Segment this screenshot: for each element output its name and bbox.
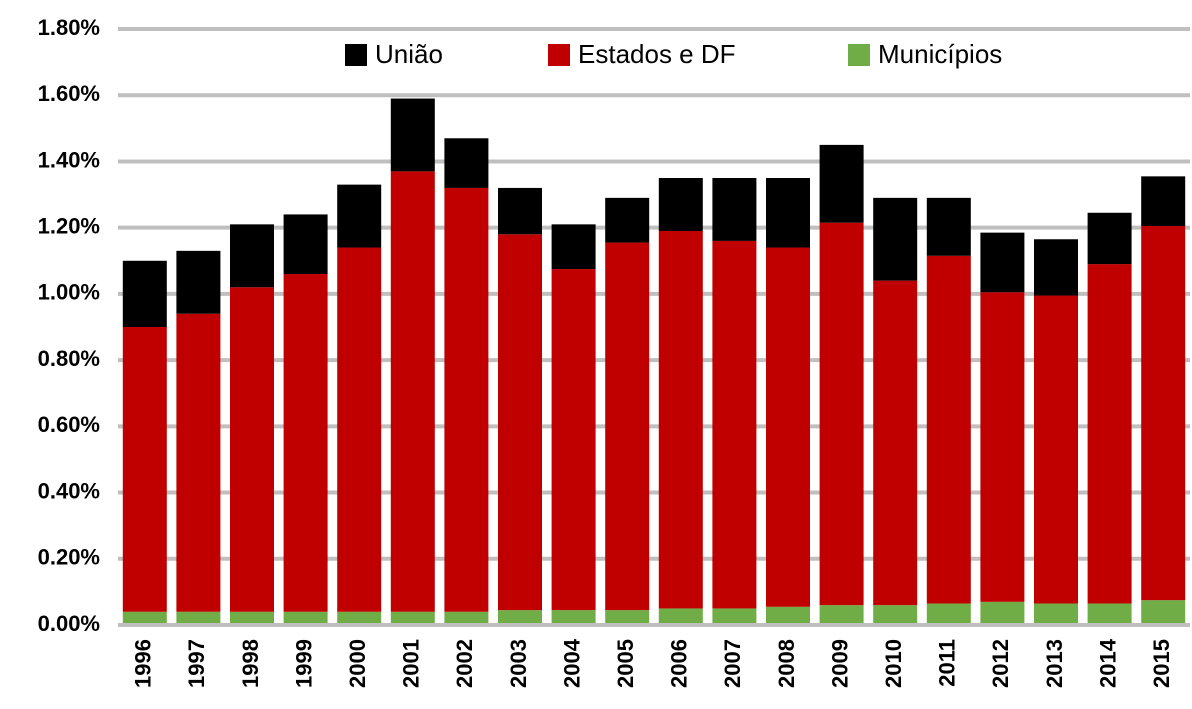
bar-segment bbox=[766, 606, 810, 625]
bar-segment bbox=[926, 255, 971, 604]
bar-segment bbox=[176, 611, 221, 625]
bar-segment bbox=[390, 98, 435, 172]
y-tick-label: 1.80% bbox=[38, 15, 100, 40]
bar-segment bbox=[1141, 600, 1186, 625]
bar-segment bbox=[230, 611, 274, 625]
x-tick-label: 2010 bbox=[881, 639, 906, 688]
bar-segment bbox=[658, 230, 703, 609]
bar-segment bbox=[230, 287, 274, 612]
bar-segment bbox=[1087, 264, 1132, 604]
bar-segment bbox=[283, 274, 328, 612]
x-tick-label: 1996 bbox=[131, 639, 156, 688]
x-tick-label: 2013 bbox=[1042, 639, 1067, 688]
bar-segment bbox=[605, 610, 650, 625]
bar-segment bbox=[444, 187, 489, 612]
bar-segment bbox=[498, 234, 542, 611]
bar-segment bbox=[551, 610, 596, 625]
y-tick-label: 0.80% bbox=[38, 346, 100, 371]
bar-segment bbox=[873, 197, 918, 281]
bar-segment bbox=[444, 138, 489, 188]
bar-segment bbox=[1141, 176, 1186, 227]
bar-segment bbox=[498, 187, 542, 235]
x-tick-label: 2000 bbox=[345, 639, 370, 688]
legend-label: Estados e DF bbox=[578, 39, 736, 69]
bar-segment bbox=[283, 611, 328, 625]
legend-swatch bbox=[548, 44, 570, 66]
x-tick-label: 2007 bbox=[720, 639, 745, 688]
bar-segment bbox=[337, 247, 382, 612]
bar-segment bbox=[926, 603, 971, 625]
bar-segment bbox=[337, 184, 382, 248]
bar-segment bbox=[712, 240, 757, 609]
bar-segment bbox=[658, 178, 703, 231]
bar-segment bbox=[926, 197, 971, 256]
y-tick-label: 0.00% bbox=[38, 611, 100, 636]
bar-segment bbox=[498, 610, 542, 625]
x-tick-label: 1998 bbox=[238, 639, 263, 688]
bar-segment bbox=[1087, 212, 1132, 265]
x-tick-label: 2002 bbox=[452, 639, 477, 688]
bar-segment bbox=[819, 144, 864, 223]
bar-segment bbox=[658, 608, 703, 625]
bar-segment bbox=[712, 608, 757, 625]
x-tick-label: 2008 bbox=[774, 639, 799, 688]
bar-segment bbox=[819, 222, 864, 606]
y-tick-label: 1.40% bbox=[38, 147, 100, 172]
bar-segment bbox=[712, 178, 757, 241]
y-tick-label: 1.00% bbox=[38, 280, 100, 305]
bar-segment bbox=[980, 292, 1025, 602]
bar-segment bbox=[176, 313, 221, 612]
bar-segment bbox=[1087, 603, 1132, 625]
bar-segment bbox=[1034, 603, 1078, 625]
bar-segment bbox=[766, 247, 810, 607]
bar-segment bbox=[551, 269, 596, 611]
x-tick-label: 2011 bbox=[935, 639, 960, 687]
bar-segment bbox=[1141, 226, 1186, 601]
bar-segment bbox=[1034, 295, 1078, 604]
bar-segment bbox=[390, 171, 435, 612]
x-tick-label: 2003 bbox=[506, 639, 531, 688]
x-tick-label: 2005 bbox=[613, 639, 638, 688]
x-tick-label: 1997 bbox=[184, 639, 209, 688]
x-tick-label: 2014 bbox=[1095, 638, 1120, 688]
y-tick-label: 1.60% bbox=[38, 81, 100, 106]
bar-segment bbox=[283, 214, 328, 275]
bar-segment bbox=[444, 611, 489, 625]
x-tick-label: 1999 bbox=[291, 639, 316, 688]
bar-segment bbox=[980, 601, 1025, 625]
x-tick-label: 2015 bbox=[1149, 639, 1174, 688]
legend-label: União bbox=[375, 39, 443, 69]
y-tick-label: 0.40% bbox=[38, 478, 100, 503]
bar-segment bbox=[230, 224, 274, 288]
bar-segment bbox=[337, 611, 382, 625]
x-tick-label: 2012 bbox=[988, 639, 1013, 688]
bar-segment bbox=[980, 232, 1025, 293]
bar-segment bbox=[122, 611, 167, 625]
bar-segment bbox=[605, 197, 650, 243]
bar-segment bbox=[766, 178, 810, 248]
x-tick-label: 2006 bbox=[667, 639, 692, 688]
legend-swatch bbox=[848, 44, 870, 66]
bar-segment bbox=[873, 280, 918, 606]
bar-segment bbox=[819, 605, 864, 625]
bar-segment bbox=[176, 250, 221, 314]
y-tick-label: 1.20% bbox=[38, 213, 100, 238]
bar-segment bbox=[551, 224, 596, 270]
legend-label: Municípios bbox=[878, 39, 1002, 69]
bar-segment bbox=[122, 327, 167, 612]
bar-segment bbox=[1034, 239, 1078, 296]
bar-segment bbox=[873, 605, 918, 625]
bar-segment bbox=[390, 611, 435, 625]
bar-segment bbox=[122, 260, 167, 327]
bar-segment bbox=[605, 242, 650, 611]
x-tick-label: 2009 bbox=[827, 639, 852, 688]
x-tick-label: 2004 bbox=[559, 638, 584, 688]
x-tick-label: 2001 bbox=[399, 639, 424, 688]
y-tick-label: 0.60% bbox=[38, 412, 100, 437]
legend-swatch bbox=[345, 44, 367, 66]
y-tick-label: 0.20% bbox=[38, 545, 100, 570]
